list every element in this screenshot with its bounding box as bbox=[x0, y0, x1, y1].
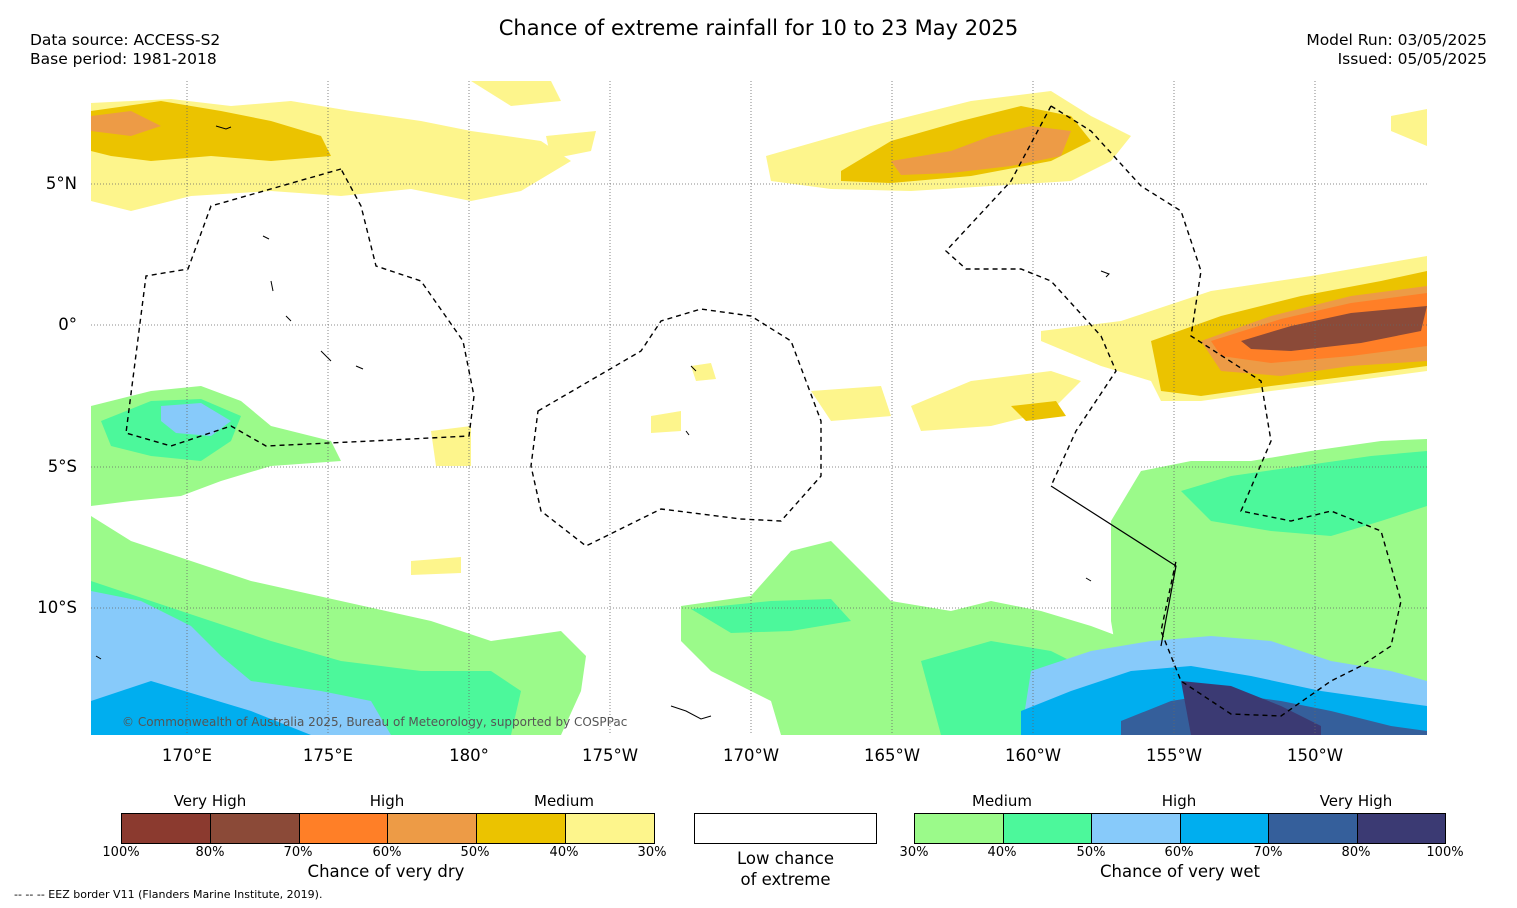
dry-swatch bbox=[210, 814, 300, 843]
low-chance-caption: Low chance of extreme bbox=[694, 848, 877, 890]
map-gridlines bbox=[91, 81, 1427, 735]
wet-tick: 40% bbox=[987, 845, 1017, 860]
lon-label-170e: 170°E bbox=[161, 746, 213, 765]
rainfall-map: © Commonwealth of Australia 2025, Bureau… bbox=[91, 81, 1427, 735]
wet-tick: 60% bbox=[1164, 845, 1194, 860]
dry-region-northeast bbox=[766, 91, 1427, 191]
dry-tick: 70% bbox=[283, 845, 313, 860]
data-source-info: Data source: ACCESS-S2 Base period: 1981… bbox=[30, 31, 220, 69]
wet-category-very-high: Very High bbox=[1319, 792, 1393, 810]
dry-tick: 40% bbox=[549, 845, 579, 860]
wet-swatch bbox=[1357, 814, 1445, 843]
lat-label-10s: 10°S bbox=[37, 598, 77, 617]
wet-tick: 100% bbox=[1426, 845, 1464, 860]
issued-date: Issued: 05/05/2025 bbox=[1337, 50, 1487, 68]
dry-category-very-high: Very High bbox=[173, 792, 247, 810]
wet-category-high: High bbox=[1161, 792, 1197, 810]
dry-swatch bbox=[388, 814, 478, 843]
dry-region-east-equatorial bbox=[411, 256, 1427, 575]
low-chance-swatch bbox=[694, 813, 877, 844]
lon-label-175e: 175°E bbox=[302, 746, 354, 765]
map-title: Chance of extreme rainfall for 10 to 23 … bbox=[498, 16, 1019, 40]
wet-legend-caption: Chance of very wet bbox=[1100, 862, 1260, 881]
copyright-notice: © Commonwealth of Australia 2025, Bureau… bbox=[122, 715, 628, 729]
eez-solid-border bbox=[1050, 485, 1177, 647]
wet-tick: 50% bbox=[1076, 845, 1106, 860]
low-chance-caption-line1: Low chance bbox=[736, 849, 835, 868]
wet-swatch bbox=[1092, 814, 1181, 843]
wet-swatch bbox=[1003, 814, 1092, 843]
low-chance-caption-line2: of extreme bbox=[740, 870, 831, 889]
lon-label-180: 180° bbox=[449, 746, 489, 765]
lat-label-0: 0° bbox=[58, 315, 77, 334]
wet-colorbar bbox=[914, 813, 1446, 844]
dry-category-high: High bbox=[369, 792, 405, 810]
model-run: Model Run: 03/05/2025 bbox=[1306, 31, 1487, 49]
wet-swatch bbox=[1180, 814, 1269, 843]
dry-region-northwest bbox=[91, 81, 596, 211]
eez-borders bbox=[125, 105, 1402, 717]
islands bbox=[95, 125, 1110, 720]
lat-label-5n: 5°N bbox=[45, 174, 77, 193]
lon-label-170w: 170°W bbox=[722, 746, 780, 765]
lon-label-165w: 165°W bbox=[863, 746, 921, 765]
lon-label-150w: 150°W bbox=[1286, 746, 1344, 765]
eez-footnote: -- -- -- EEZ border V11 (Flanders Marine… bbox=[14, 888, 323, 901]
lon-label-175w: 175°W bbox=[581, 746, 639, 765]
dry-tick: 50% bbox=[460, 845, 490, 860]
dry-colorbar bbox=[121, 813, 655, 844]
dry-tick: 30% bbox=[637, 845, 667, 860]
dry-legend-caption: Chance of very dry bbox=[307, 862, 465, 881]
wet-swatch bbox=[1269, 814, 1358, 843]
wet-region-southeast bbox=[1021, 439, 1427, 735]
dry-tick: 60% bbox=[372, 845, 402, 860]
dry-swatch bbox=[299, 814, 389, 843]
map-canvas bbox=[91, 81, 1427, 735]
data-source: Data source: ACCESS-S2 bbox=[30, 31, 221, 49]
wet-region-southwest bbox=[91, 516, 586, 735]
dry-swatch bbox=[477, 814, 567, 843]
dry-swatch bbox=[566, 814, 654, 843]
dry-tick: 80% bbox=[195, 845, 225, 860]
lon-label-160w: 160°W bbox=[1004, 746, 1062, 765]
lon-label-155w: 155°W bbox=[1145, 746, 1203, 765]
wet-tick: 70% bbox=[1253, 845, 1283, 860]
wet-swatch bbox=[915, 814, 1004, 843]
dry-swatch bbox=[122, 814, 211, 843]
lat-label-5s: 5°S bbox=[47, 457, 77, 476]
wet-region-west bbox=[91, 386, 341, 506]
dry-tick: 100% bbox=[102, 845, 140, 860]
wet-category-medium: Medium bbox=[972, 792, 1032, 810]
wet-tick: 30% bbox=[899, 845, 929, 860]
model-info: Model Run: 03/05/2025 Issued: 05/05/2025 bbox=[1306, 31, 1487, 69]
wet-tick: 80% bbox=[1341, 845, 1371, 860]
dry-category-medium: Medium bbox=[534, 792, 594, 810]
base-period: Base period: 1981-2018 bbox=[30, 50, 217, 68]
